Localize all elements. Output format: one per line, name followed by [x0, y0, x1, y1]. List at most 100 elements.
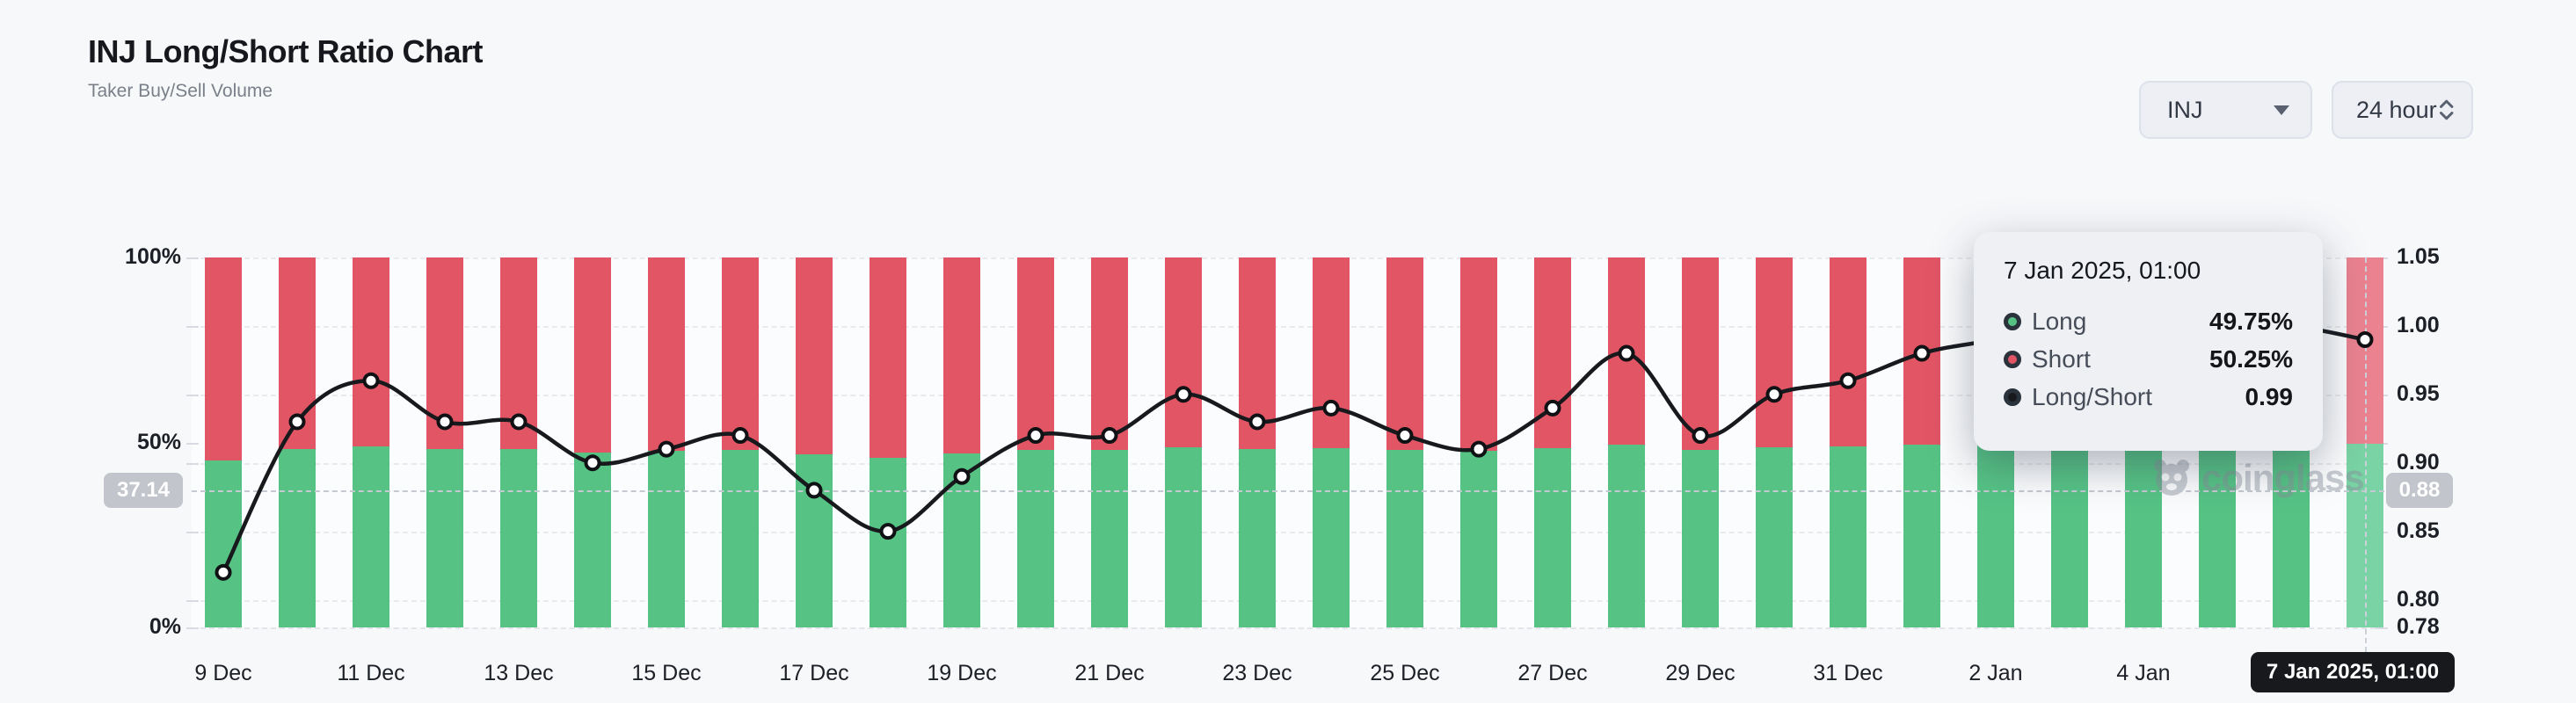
bar-column[interactable]	[1460, 257, 1497, 627]
short-bar-segment	[500, 257, 537, 450]
long-bar-segment	[943, 453, 980, 627]
bar-column[interactable]	[1017, 257, 1054, 627]
tooltip-row-long: Long 49.75%	[2004, 308, 2293, 336]
short-bar-segment	[943, 257, 980, 453]
bar-column[interactable]	[722, 257, 759, 627]
x-tick-label: 23 Dec	[1222, 661, 1292, 685]
tooltip: 7 Jan 2025, 01:00 Long 49.75% Short 50.2…	[1974, 232, 2323, 451]
x-tick-label: 29 Dec	[1665, 661, 1736, 685]
long-bar-segment	[1165, 446, 1202, 627]
bar-column[interactable]	[1903, 257, 1940, 627]
long-bar-segment	[426, 449, 463, 627]
right-axis-label: 0.78	[2397, 613, 2440, 639]
short-bar-segment	[1313, 257, 1350, 449]
long-bar-segment	[205, 460, 242, 627]
bar-column[interactable]	[1386, 257, 1423, 627]
right-axis-label: 1.00	[2397, 312, 2440, 337]
bar-column[interactable]	[279, 257, 316, 627]
short-bar-segment	[1756, 257, 1793, 447]
right-axis-tick	[2376, 627, 2388, 629]
crosshair-left-badge: 37.14	[104, 473, 183, 508]
crosshair-vertical-line	[2365, 257, 2367, 652]
right-axis-label: 1.05	[2397, 244, 2440, 269]
bar-column[interactable]	[1534, 257, 1571, 627]
bar-column[interactable]	[1682, 257, 1719, 627]
right-axis-label: 0.95	[2397, 380, 2440, 406]
long-bar-segment	[722, 450, 759, 627]
short-bar-segment	[279, 257, 316, 450]
bar-column[interactable]	[1313, 257, 1350, 627]
interval-dropdown-value: 24 hour	[2356, 96, 2437, 123]
short-bar-segment	[205, 257, 242, 461]
short-bar-segment	[1460, 257, 1497, 452]
x-tick-label: 9 Dec	[194, 661, 252, 685]
symbol-dropdown[interactable]: INJ	[2139, 81, 2312, 139]
bar-column[interactable]	[1239, 257, 1276, 627]
short-bar-segment	[1165, 257, 1202, 447]
short-bar-segment	[1239, 257, 1276, 450]
bar-column[interactable]	[870, 257, 906, 627]
bar-column[interactable]	[1165, 257, 1202, 627]
tooltip-short-label: Short	[2032, 345, 2091, 373]
short-bar-segment	[353, 257, 389, 446]
short-bar-segment	[1534, 257, 1571, 449]
symbol-dropdown-value: INJ	[2167, 96, 2203, 123]
short-bar-segment	[870, 257, 906, 458]
right-axis-label: 0.85	[2397, 518, 2440, 543]
page-subtitle: Taker Buy/Sell Volume	[88, 81, 273, 101]
long-bar-segment	[1682, 450, 1719, 627]
bar-column[interactable]	[426, 257, 463, 627]
x-tick-label: 27 Dec	[1517, 661, 1588, 685]
bar-column[interactable]	[1608, 257, 1645, 627]
short-bar-segment	[722, 257, 759, 451]
bar-column[interactable]	[796, 257, 833, 627]
left-axis-label: 100%	[125, 244, 181, 269]
left-axis-tick	[186, 442, 199, 445]
short-marker-icon	[2004, 351, 2021, 368]
long-bar-segment	[1091, 450, 1128, 627]
bar-column[interactable]	[205, 257, 242, 627]
short-bar-segment	[648, 257, 685, 452]
long-bar-segment	[1386, 450, 1423, 627]
x-tick-label: 2 Jan	[1968, 661, 2023, 685]
bar-column[interactable]	[1091, 257, 1128, 627]
short-bar-segment	[1091, 257, 1128, 451]
bar-column[interactable]	[1830, 257, 1867, 627]
x-tick-label: 13 Dec	[484, 661, 554, 685]
short-bar-segment	[426, 257, 463, 450]
interval-dropdown[interactable]: 24 hour	[2332, 81, 2473, 139]
short-bar-segment	[1386, 257, 1423, 451]
left-axis-tick	[186, 531, 199, 533]
bar-column[interactable]	[943, 257, 980, 627]
bar-column[interactable]	[353, 257, 389, 627]
right-axis-label: 0.90	[2397, 449, 2440, 475]
grid-line	[192, 599, 2384, 602]
long-bar-segment	[1534, 448, 1571, 627]
x-tick-label: 19 Dec	[927, 661, 997, 685]
bar-column[interactable]	[500, 257, 537, 627]
left-axis-tick	[186, 627, 199, 629]
long-bar-segment	[1239, 449, 1276, 627]
bar-column[interactable]	[648, 257, 685, 627]
panda-logo-icon	[2154, 460, 2189, 496]
long-bar-segment	[279, 449, 316, 627]
page-title: INJ Long/Short Ratio Chart	[88, 33, 484, 69]
long-bar-segment	[500, 449, 537, 627]
crosshair-horizontal-line	[192, 489, 2384, 492]
long-marker-icon	[2004, 313, 2021, 330]
x-tick-label: 4 Jan	[2116, 661, 2171, 685]
x-tick-label: 17 Dec	[779, 661, 849, 685]
long-bar-segment	[353, 446, 389, 627]
left-axis-label: 0%	[149, 614, 181, 639]
bar-column[interactable]	[1756, 257, 1793, 627]
long-bar-segment	[574, 452, 611, 627]
x-tick-label: 11 Dec	[337, 661, 405, 685]
bar-column[interactable]	[574, 257, 611, 627]
tooltip-long-label: Long	[2032, 308, 2087, 335]
long-bar-segment	[1903, 444, 1940, 627]
left-axis-tick	[186, 394, 199, 396]
short-bar-segment	[1682, 257, 1719, 451]
tooltip-title: 7 Jan 2025, 01:00	[2004, 257, 2201, 284]
long-bar-segment	[1017, 450, 1054, 627]
x-tick-label: 15 Dec	[631, 661, 702, 685]
